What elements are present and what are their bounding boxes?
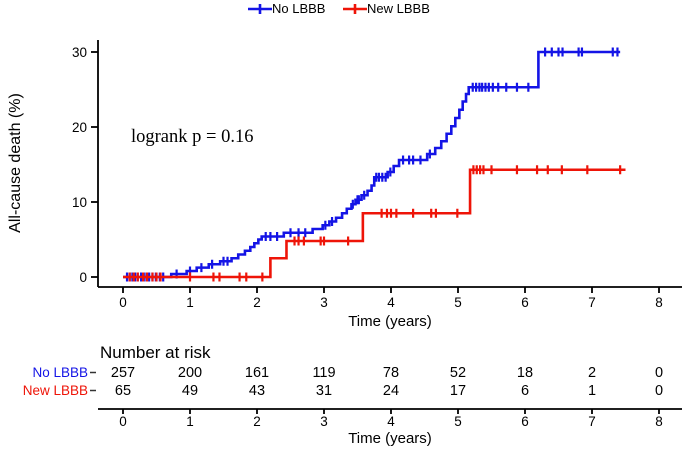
risk-count: 6 (521, 383, 529, 399)
risk-axis-tick-label: 4 (387, 414, 395, 429)
x-tick-label: 5 (454, 295, 462, 310)
legend-item-no-lbbb: No LBBB (248, 1, 325, 16)
risk-table-title: Number at risk (100, 343, 211, 362)
survival-curve-no-lbbb (123, 50, 621, 279)
y-axis-title: All-cause death (%) (7, 93, 24, 233)
series-new-lbbb (123, 165, 626, 282)
y-tick-label: 30 (72, 45, 87, 60)
x-tick-label: 3 (320, 295, 328, 310)
risk-axis-tick-label: 7 (588, 414, 596, 429)
risk-count: 119 (312, 365, 335, 381)
risk-count: 161 (245, 365, 269, 381)
risk-row-no-lbbb: No LBBB 257 200 161 119 78 52 18 2 0 (32, 365, 663, 381)
x-tick-label: 6 (521, 295, 529, 310)
risk-count: 257 (111, 365, 135, 381)
x-tick-label: 0 (119, 295, 127, 310)
series-no-lbbb (123, 47, 621, 282)
risk-count: 43 (249, 383, 265, 399)
x-axis-title: Time (years) (348, 313, 432, 330)
x-tick-label: 4 (387, 295, 395, 310)
risk-axis-tick-label: 1 (186, 414, 194, 429)
risk-axis-tick-label: 5 (454, 414, 462, 429)
risk-count: 2 (588, 365, 596, 381)
risk-count: 24 (383, 383, 399, 399)
plot-axes: 0 10 20 30 0 1 2 3 4 5 6 7 8 Time (years) All-cause de… (7, 40, 682, 330)
risk-count: 52 (450, 365, 466, 381)
risk-axis-tick-label: 0 (119, 414, 127, 429)
y-tick-label: 0 (79, 270, 87, 285)
risk-count: 49 (182, 383, 198, 399)
logrank-annotation: logrank p = 0.16 (131, 127, 253, 147)
risk-count: 65 (115, 383, 131, 399)
risk-axis-tick-label: 3 (320, 414, 328, 429)
risk-count: 0 (655, 365, 663, 381)
y-tick-label: 20 (72, 120, 87, 135)
risk-count: 0 (655, 383, 663, 399)
legend-item-new-lbbb: New LBBB (343, 1, 430, 16)
x-tick-label: 2 (253, 295, 261, 310)
legend-label: New LBBB (367, 1, 430, 16)
risk-axis-tick-label: 2 (253, 414, 261, 429)
x-tick-label: 8 (655, 295, 663, 310)
risk-row-label: No LBBB (32, 365, 88, 380)
y-tick-label: 10 (72, 195, 87, 210)
risk-count: 1 (588, 383, 596, 399)
x-tick-label: 1 (186, 295, 194, 310)
risk-count: 17 (450, 383, 466, 399)
risk-row-new-lbbb: New LBBB 65 49 43 31 24 17 6 1 0 (23, 383, 663, 399)
risk-count: 31 (316, 383, 332, 399)
legend: No LBBB New LBBB (248, 1, 430, 16)
risk-axis-title: Time (years) (348, 430, 432, 447)
risk-axis-tick-label: 6 (521, 414, 529, 429)
risk-row-label: New LBBB (23, 383, 88, 398)
legend-label: No LBBB (272, 1, 325, 16)
risk-count: 200 (178, 365, 202, 381)
risk-axis-tick-label: 8 (655, 414, 663, 429)
x-tick-label: 7 (588, 295, 596, 310)
risk-count: 78 (383, 365, 399, 381)
risk-count: 18 (517, 365, 533, 381)
